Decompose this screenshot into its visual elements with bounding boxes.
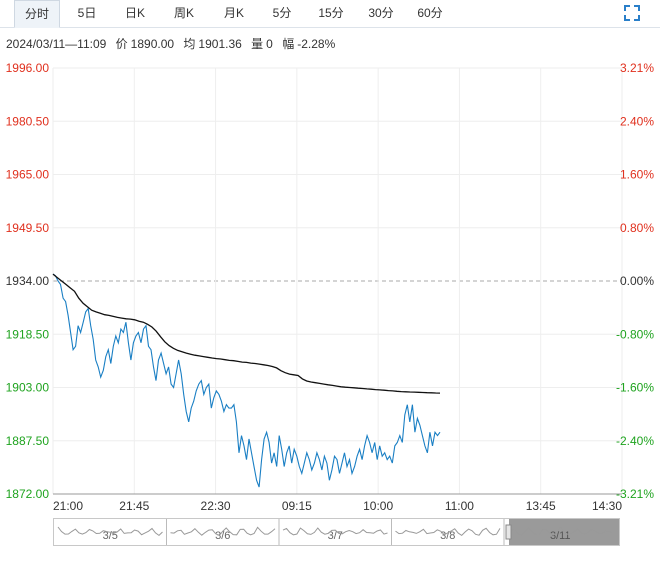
change-value: -2.28%	[297, 37, 336, 51]
intraday-chart[interactable]: 1996.00 3.21% 1980.50 2.40% 1965.00 1.60% 1949…	[0, 58, 660, 518]
x-tick-label: 13:45	[526, 499, 556, 513]
y-tick-label: 1949.50	[6, 221, 50, 235]
x-tick-label: 21:00	[53, 499, 83, 513]
navigator-date-label: 3/6	[215, 530, 230, 542]
y-tick-label: 1980.50	[6, 114, 50, 128]
y-tick-label: 1965.00	[6, 168, 50, 182]
navigator-date-label: 3/8	[440, 530, 455, 542]
pct-tick-label: -0.80%	[616, 327, 654, 341]
price-value: 1890.00	[130, 37, 175, 51]
y-tick-label: 1934.00	[6, 274, 50, 288]
pct-tick-label: 0.00%	[620, 274, 654, 288]
avg-value: 1901.36	[198, 37, 242, 51]
x-tick-label: 11:00	[445, 499, 474, 513]
tab-30min[interactable]: 30分	[368, 6, 394, 20]
y-tick-label: 1918.50	[6, 327, 50, 341]
navigator-sparkline	[507, 526, 613, 536]
x-tick-label: 21:45	[119, 499, 149, 513]
tab-5day[interactable]: 5日	[77, 6, 97, 20]
pct-tick-label: -2.40%	[616, 434, 654, 448]
x-tick-label: 10:00	[363, 499, 393, 513]
y-tick-label: 1872.00	[6, 487, 50, 501]
volume-value: 0	[266, 37, 273, 51]
tab-monthly-k[interactable]: 月K	[223, 6, 244, 20]
pct-tick-label: 2.40%	[620, 114, 654, 128]
y-tick-label: 1887.50	[6, 434, 50, 448]
volume-label: 量	[251, 37, 264, 51]
navigator-handle-left[interactable]	[505, 524, 512, 540]
tab-daily-k[interactable]: 日K	[124, 6, 145, 20]
navigator-sparkline	[57, 526, 163, 537]
x-tick-label: 14:30	[592, 499, 622, 513]
tab-intraday[interactable]: 分时	[14, 0, 60, 28]
navigator-sparkline	[282, 527, 388, 536]
x-tick-label: 09:15	[282, 499, 312, 513]
avg-label: 均	[183, 37, 196, 51]
tab-60min[interactable]: 60分	[417, 6, 443, 20]
y-tick-label: 1903.00	[6, 381, 50, 395]
navigator-sparkline	[170, 526, 276, 537]
pct-tick-label: -1.60%	[616, 381, 654, 395]
x-tick-label: 22:30	[201, 499, 231, 513]
change-label: 幅	[282, 37, 295, 51]
quote-datetime: 2024/03/11—11:09	[6, 37, 107, 51]
navigator-canvas: 3/5 3/6 3/7 3/8 3/11	[57, 519, 619, 545]
price-line	[52, 273, 441, 488]
tab-weekly-k[interactable]: 周K	[173, 6, 194, 20]
pct-tick-label: -3.21%	[616, 487, 654, 501]
avg-price-line	[52, 273, 441, 394]
fullscreen-icon[interactable]	[624, 5, 640, 21]
pct-tick-label: 0.80%	[620, 221, 654, 235]
tab-5min[interactable]: 5分	[272, 6, 292, 20]
y-tick-label: 1996.00	[6, 61, 50, 75]
tab-bar: 分时 5日 日K 周K 月K 5分 15分 30分 60分	[0, 0, 660, 28]
time-range-navigator[interactable]: 3/5 3/6 3/7 3/8 3/11	[53, 518, 620, 546]
price-label: 价	[115, 37, 128, 51]
tab-15min[interactable]: 15分	[318, 6, 344, 20]
navigator-date-label: 3/11	[550, 530, 571, 542]
pct-tick-label: 1.60%	[620, 168, 654, 182]
navigator-sparkline	[395, 527, 501, 537]
pct-tick-label: 3.21%	[620, 61, 654, 75]
